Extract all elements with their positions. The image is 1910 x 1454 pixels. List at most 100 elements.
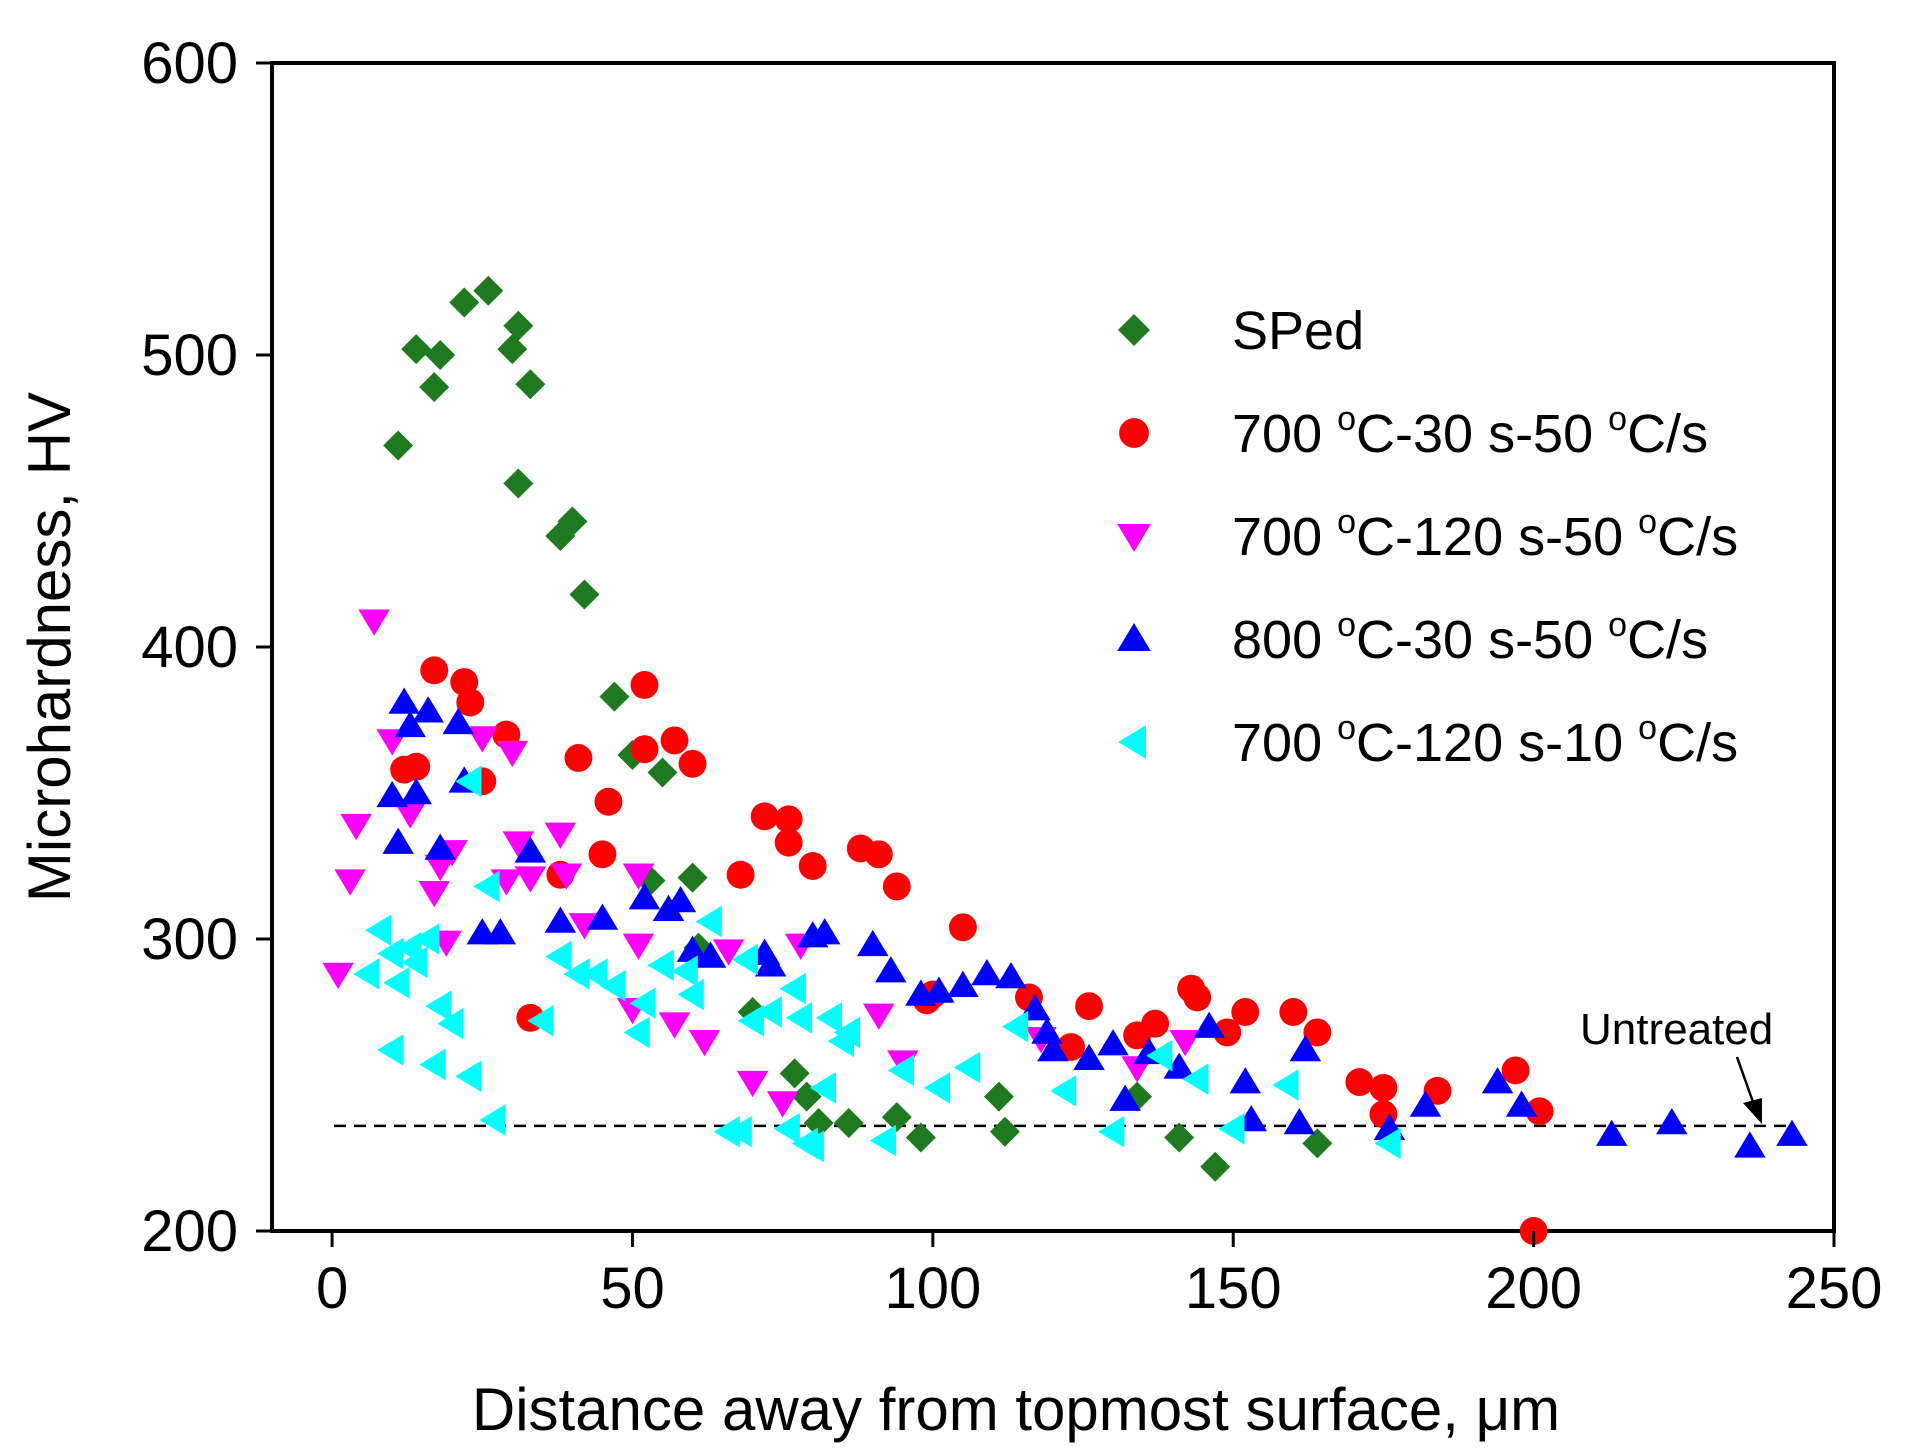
data-point: [1164, 1122, 1195, 1153]
data-point: [557, 506, 588, 537]
data-point: [695, 905, 722, 938]
data-point: [425, 990, 452, 1022]
data-point: [455, 765, 482, 798]
data-point: [382, 827, 414, 854]
data-point: [581, 958, 608, 990]
data-point: [863, 1003, 895, 1030]
x-tick-label: 250: [1786, 1256, 1883, 1321]
data-point: [833, 1107, 864, 1138]
data-point: [815, 1002, 842, 1034]
data-point: [1097, 1029, 1129, 1056]
data-point: [358, 609, 390, 636]
data-point: [677, 862, 708, 893]
data-point: [1031, 1017, 1063, 1044]
data-point: [388, 687, 420, 714]
data-point: [678, 749, 707, 778]
data-point: [658, 1012, 691, 1039]
data-point: [1141, 1009, 1170, 1038]
data-point: [418, 881, 450, 908]
data-point: [623, 1016, 650, 1049]
data-point: [545, 940, 572, 973]
data-point: [502, 831, 535, 858]
data-point: [875, 956, 907, 983]
data-point: [629, 987, 656, 1019]
data-point: [1163, 1052, 1195, 1079]
data-point: [588, 840, 617, 869]
data-point: [1374, 1127, 1401, 1160]
data-point: [803, 1107, 834, 1138]
data-point: [442, 707, 474, 735]
data-point: [694, 941, 727, 968]
data-point: [983, 1081, 1014, 1112]
data-point: [569, 579, 600, 610]
data-point: [948, 913, 977, 942]
y-tick-label: 400: [141, 615, 238, 680]
data-point: [754, 950, 787, 977]
data-point: [1183, 983, 1212, 1012]
legend-label: 800 oC-30 s-50 oC/s: [1232, 606, 1708, 670]
data-marks: [322, 275, 1808, 1245]
data-point: [1182, 1063, 1209, 1095]
untreated-arrow-shaft: [1735, 1056, 1755, 1103]
data-point: [401, 946, 428, 979]
data-point: [1109, 1084, 1141, 1111]
untreated-arrow-head: [1743, 1098, 1762, 1124]
data-point: [394, 802, 426, 829]
data-point: [773, 1113, 800, 1145]
data-point: [1272, 1069, 1299, 1101]
data-point: [424, 854, 456, 881]
data-point: [774, 805, 803, 834]
data-point: [622, 863, 655, 890]
data-point: [412, 696, 444, 723]
y-tick-label: 200: [141, 1199, 238, 1264]
data-point: [1218, 1113, 1245, 1145]
data-point: [466, 726, 499, 753]
data-point: [725, 1115, 752, 1148]
data-point: [1303, 1018, 1332, 1047]
legend-label: 700 oC-120 s-50 oC/s: [1232, 503, 1738, 567]
data-point: [905, 1122, 936, 1153]
x-axis-title: Distance away from topmost surface, μm: [472, 1376, 1560, 1443]
legend-marker: [1117, 524, 1151, 552]
data-point: [622, 933, 655, 960]
data-point: [864, 840, 893, 869]
legend-marker: [1118, 725, 1146, 759]
y-tick-label: 600: [141, 31, 238, 96]
data-point: [568, 913, 601, 940]
data-point: [953, 1051, 981, 1084]
data-point: [334, 869, 366, 896]
data-point: [599, 681, 630, 712]
legend-label: SPed: [1232, 301, 1364, 361]
data-point: [455, 1060, 482, 1092]
data-point: [515, 369, 546, 400]
legend-marker: [1118, 314, 1150, 346]
data-point: [1501, 1056, 1530, 1085]
data-point: [1075, 992, 1103, 1021]
data-point: [882, 872, 911, 901]
data-point: [630, 671, 659, 699]
y-tick-label: 300: [141, 907, 238, 972]
data-point: [1229, 1067, 1261, 1094]
x-tick-label: 150: [1185, 1256, 1282, 1321]
data-point: [785, 1002, 812, 1034]
data-point: [377, 1034, 404, 1066]
data-point: [420, 656, 449, 685]
data-point: [599, 969, 626, 1002]
data-point: [1279, 998, 1308, 1026]
data-point: [1734, 1131, 1766, 1158]
data-point: [1302, 1128, 1333, 1159]
data-point: [322, 962, 354, 990]
data-point: [449, 287, 480, 318]
data-point: [1369, 1073, 1398, 1102]
data-point: [947, 970, 979, 997]
data-point: [1169, 1029, 1201, 1057]
data-point: [484, 918, 517, 945]
data-point: [503, 468, 534, 499]
legend-entry: 700 oC-120 s-10 oC/s: [1118, 709, 1738, 773]
legend-marker: [1117, 623, 1151, 651]
data-point: [437, 1007, 464, 1040]
data-point: [383, 430, 414, 461]
data-point: [401, 334, 432, 365]
legend: SPed 700 oC-30 s-50 oC/s 700 oC-120 s-50 o…: [1117, 301, 1738, 773]
